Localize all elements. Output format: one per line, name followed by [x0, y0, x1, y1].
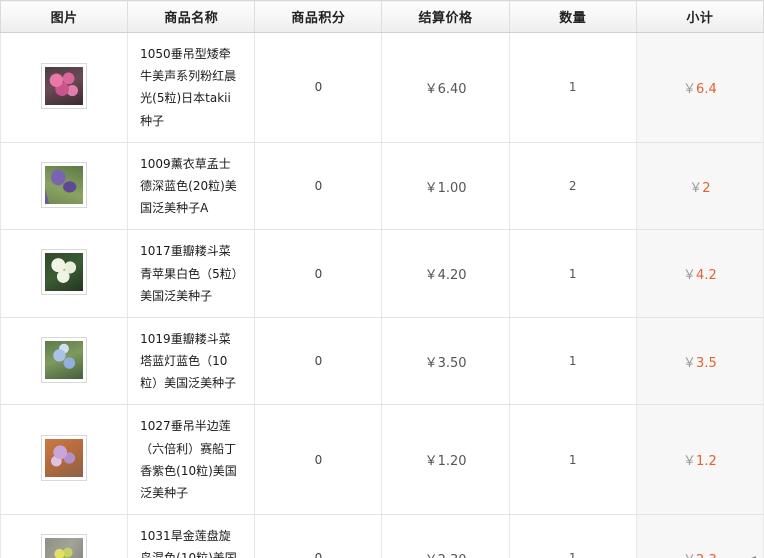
product-points-cell: 0 — [254, 514, 383, 558]
currency-symbol: ￥ — [683, 81, 697, 97]
column-header-quantity[interactable]: 数量 — [509, 0, 637, 33]
product-thumbnail-frame[interactable] — [41, 249, 88, 296]
product-points-cell: 0 — [254, 32, 383, 143]
product-image-cell — [0, 32, 129, 143]
product-quantity-cell: 1 — [509, 229, 637, 318]
column-header-name[interactable]: 商品名称 — [127, 0, 256, 33]
product-subtotal-cell: ￥2 — [636, 142, 764, 231]
table-row: 1027垂吊半边莲（六倍利）赛船丁香紫色(10粒)美国泛美种子 0 ￥1.20 … — [0, 404, 764, 516]
product-points-cell: 0 — [254, 317, 383, 406]
product-thumbnail-frame[interactable] — [41, 161, 88, 208]
product-thumbnail-frame[interactable] — [41, 435, 88, 482]
product-subtotal-cell: ￥3.5 — [636, 317, 764, 406]
column-header-price[interactable]: 结算价格 — [381, 0, 510, 33]
product-name-cell[interactable]: 1050垂吊型矮牵牛美声系列粉红晨光(5粒)日本takii种子 — [127, 32, 256, 143]
product-subtotal-cell: ￥2.3 — [636, 514, 764, 558]
lavender-thumbnail — [45, 165, 84, 204]
product-name-cell[interactable]: 1017重瓣耧斗菜青苹果白色（5粒）美国泛美种子 — [127, 229, 256, 318]
product-image-cell — [0, 514, 129, 558]
product-thumbnail-frame[interactable] — [41, 62, 88, 109]
currency-symbol: ￥ — [689, 180, 703, 196]
currency-symbol: ￥ — [683, 454, 697, 470]
table-row: 1017重瓣耧斗菜青苹果白色（5粒）美国泛美种子 0 ￥4.20 1 ￥4.2 — [0, 229, 764, 318]
product-points-cell: 0 — [254, 142, 383, 231]
product-name-cell[interactable]: 1009薰衣草孟士德深蓝色(20粒)美国泛美种子A — [127, 142, 256, 231]
product-quantity-cell: 2 — [509, 142, 637, 231]
product-name-cell[interactable]: 1027垂吊半边莲（六倍利）赛船丁香紫色(10粒)美国泛美种子 — [127, 404, 256, 516]
product-quantity-cell: 1 — [509, 317, 637, 406]
product-thumbnail-frame[interactable] — [41, 336, 88, 383]
table-row: 1009薰衣草孟士德深蓝色(20粒)美国泛美种子A 0 ￥1.00 2 ￥2 — [0, 142, 764, 231]
product-price-cell: ￥1.20 — [381, 404, 510, 516]
subtotal-amount: 6.4 — [696, 81, 717, 97]
product-points-cell: 0 — [254, 404, 383, 516]
purple-lobelia-thumbnail — [45, 439, 84, 478]
subtotal-amount: 4.2 — [696, 268, 717, 284]
product-image-cell — [0, 317, 129, 406]
table-row: 1031旱金莲盘旋鸟混色(10粒)美国泛美种子 0 ￥2.30 1 ￥2.3 — [0, 514, 764, 558]
product-quantity-cell: 1 — [509, 514, 637, 558]
product-price-cell: ￥2.30 — [381, 514, 510, 558]
product-image-cell — [0, 142, 129, 231]
product-subtotal-cell: ￥4.2 — [636, 229, 764, 318]
blue-columbine-thumbnail — [45, 340, 84, 379]
column-header-points[interactable]: 商品积分 — [254, 0, 383, 33]
pink-petunia-thumbnail — [45, 66, 84, 105]
product-image-cell — [0, 404, 129, 516]
product-points-cell: 0 — [254, 229, 383, 318]
table-header-row: 图片 商品名称 商品积分 结算价格 数量 小计 — [0, 0, 764, 33]
subtotal-amount: 3.5 — [696, 355, 717, 371]
subtotal-amount: 2 — [702, 180, 711, 196]
product-name-cell[interactable]: 1031旱金莲盘旋鸟混色(10粒)美国泛美种子 — [127, 514, 256, 558]
subtotal-amount: 2.3 — [696, 553, 717, 558]
product-subtotal-cell: ￥1.2 — [636, 404, 764, 516]
table-body: 1050垂吊型矮牵牛美声系列粉红晨光(5粒)日本takii种子 0 ￥6.40 … — [0, 32, 764, 558]
table-header: 图片 商品名称 商品积分 结算价格 数量 小计 — [0, 0, 764, 33]
column-header-image[interactable]: 图片 — [0, 0, 129, 33]
currency-symbol: ￥ — [683, 355, 697, 371]
nasturtium-thumbnail — [45, 537, 84, 558]
table-row: 1019重瓣耧斗菜塔蓝灯蓝色（10粒）美国泛美种子 0 ￥3.50 1 ￥3.5 — [0, 317, 764, 406]
product-subtotal-cell: ￥6.4 — [636, 32, 764, 143]
currency-symbol: ￥ — [683, 268, 697, 284]
product-price-cell: ￥3.50 — [381, 317, 510, 406]
white-columbine-thumbnail — [45, 253, 84, 292]
product-price-cell: ￥1.00 — [381, 142, 510, 231]
table-row: 1050垂吊型矮牵牛美声系列粉红晨光(5粒)日本takii种子 0 ￥6.40 … — [0, 32, 764, 143]
product-quantity-cell: 1 — [509, 404, 637, 516]
product-thumbnail-frame[interactable] — [41, 533, 88, 558]
product-quantity-cell: 1 — [509, 32, 637, 143]
currency-symbol: ￥ — [683, 553, 696, 558]
product-price-cell: ￥6.40 — [381, 32, 510, 143]
column-header-subtotal[interactable]: 小计 — [636, 0, 764, 33]
product-price-cell: ￥4.20 — [381, 229, 510, 318]
product-image-cell — [0, 229, 129, 318]
product-name-cell[interactable]: 1019重瓣耧斗菜塔蓝灯蓝色（10粒）美国泛美种子 — [127, 317, 256, 406]
subtotal-amount: 1.2 — [696, 454, 717, 470]
